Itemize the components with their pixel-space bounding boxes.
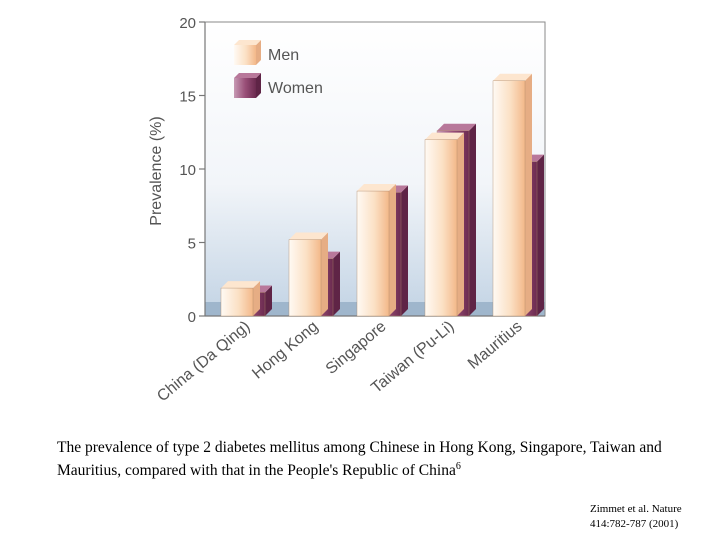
legend-men: Men: [234, 40, 299, 65]
men-bar-top: [425, 132, 464, 140]
legend-women-swatch: [234, 78, 256, 98]
men-bar-top: [221, 281, 260, 289]
women-bar-side: [537, 154, 544, 316]
legend-women-swatch-top: [234, 73, 261, 78]
men-bar: [356, 184, 396, 317]
men-bar-side: [457, 132, 464, 316]
men-bar-side: [253, 281, 260, 316]
citation-line-2: 414:782-787 (2001): [590, 518, 679, 530]
men-bar-top: [493, 73, 532, 81]
x-tick-label: Singapore: [323, 318, 390, 378]
legend-men-swatch-top: [234, 40, 261, 45]
x-tick-label: China (Da Qing): [154, 318, 253, 405]
caption-reference-number: 6: [455, 460, 461, 472]
men-bar-side: [389, 184, 396, 316]
men-bar-top: [289, 232, 328, 240]
men-bar-front: [220, 287, 254, 317]
men-bar-front: [492, 80, 526, 317]
men-bar-side: [525, 73, 532, 316]
legend-men-label: Men: [268, 47, 299, 64]
y-tick-label: 15: [179, 89, 196, 106]
men-bar-front: [356, 190, 390, 317]
men-bar-front: [424, 139, 458, 317]
men-bar-top: [357, 184, 396, 192]
caption-text: The prevalence of type 2 diabetes mellit…: [57, 439, 662, 479]
women-bar-side: [469, 123, 476, 316]
citation-line-1: Zimmet et al. Nature: [590, 503, 682, 515]
men-bar: [424, 132, 464, 317]
x-tick-label: Hong Kong: [249, 318, 321, 382]
y-tick-label: 10: [179, 162, 196, 179]
men-bar-front: [288, 239, 322, 317]
legend-women: Women: [234, 73, 323, 98]
legend-men-swatch-side: [256, 40, 261, 65]
citation: Zimmet et al. Nature 414:782-787 (2001): [590, 502, 715, 532]
y-tick-label: 20: [179, 15, 196, 32]
y-tick-label: 5: [188, 236, 196, 253]
legend-men-swatch: [234, 45, 256, 65]
women-bar-side: [333, 251, 340, 316]
women-bar-side: [401, 185, 408, 316]
figure-caption: The prevalence of type 2 diabetes mellit…: [57, 436, 697, 482]
men-bar-side: [321, 232, 328, 316]
men-bar: [288, 232, 328, 317]
men-bar: [220, 281, 260, 317]
men-bar: [492, 73, 532, 317]
legend-women-swatch-side: [256, 73, 261, 98]
legend-women-label: Women: [268, 80, 323, 97]
women-bar-side: [265, 285, 272, 316]
y-tick-label: 0: [188, 309, 196, 326]
bar-chart: 0 5 10 15 20 Prevalence (%) Men Women China (D…: [148, 15, 546, 405]
women-bar-top: [437, 123, 476, 131]
x-tick-label: Mauritius: [465, 318, 526, 373]
y-axis-title: Prevalence (%): [148, 116, 165, 225]
